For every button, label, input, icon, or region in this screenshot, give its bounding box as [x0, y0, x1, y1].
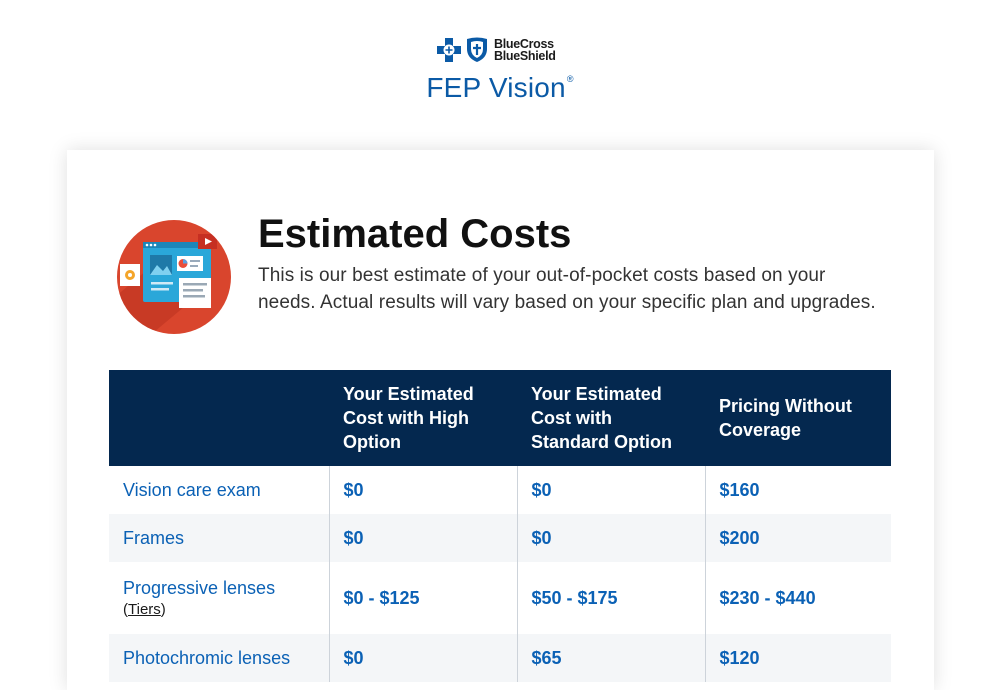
cost-without: $120 — [704, 634, 891, 682]
cost-description: This is our best estimate of your out-of… — [258, 265, 876, 313]
row-label: Frames — [109, 514, 329, 562]
cost-high: $0 — [328, 514, 517, 562]
cost-without: $160 — [704, 466, 891, 514]
blue-cross-icon — [436, 37, 462, 63]
tiers-link[interactable]: Tiers — [128, 601, 161, 618]
cost-high: $0 - $125 — [328, 562, 517, 634]
cost-high: $0 — [328, 634, 517, 682]
row-label: Progressive lenses — [123, 578, 276, 598]
table-row: Vision care exam $0 $0 $160 — [109, 466, 891, 514]
page-title: Estimated Costs — [258, 212, 572, 256]
row-label-cell: Progressive lenses (Tiers) — [109, 562, 329, 634]
bcbs-logo[interactable]: BlueCross BlueShield — [436, 36, 556, 64]
estimated-costs-card: Estimated Costs This is our best estimat… — [67, 150, 934, 690]
table-row: Progressive lenses (Tiers) $0 - $125 $50… — [109, 562, 891, 634]
table-header-row: Your Estimated Cost with High Option You… — [109, 370, 891, 466]
product-title: FEP Vision® — [0, 72, 1000, 104]
cost-standard: $65 — [516, 634, 705, 682]
brand-name: BlueCross BlueShield — [494, 37, 556, 63]
blue-shield-icon — [466, 37, 488, 63]
header-item — [109, 370, 329, 466]
cost-high: $0 — [328, 466, 517, 514]
row-label: Photochromic lenses — [109, 634, 329, 682]
site-header: BlueCross BlueShield FEP Vision® — [0, 0, 1000, 110]
tiers-close: ) — [160, 601, 166, 618]
cost-standard: $0 — [516, 466, 705, 514]
header-standard-option: Your Estimated Cost with Standard Option — [517, 370, 705, 466]
row-label: Vision care exam — [123, 479, 261, 500]
brand-line-1: BlueCross — [494, 37, 554, 51]
product-name: FEP Vision — [426, 72, 566, 103]
table-row: Frames $0 $0 $200 — [109, 514, 891, 562]
cost-without: $230 - $440 — [704, 562, 891, 634]
cost-standard: $0 — [516, 514, 705, 562]
header-without-coverage: Pricing Without Coverage — [705, 370, 891, 466]
table-row: Photochromic lenses $0 $65 $120 — [109, 634, 891, 682]
registered-mark: ® — [566, 74, 574, 84]
tiers-note: (Tiers) — [123, 601, 315, 618]
brand-line-2: BlueShield — [494, 49, 556, 63]
cost-without: $200 — [704, 514, 891, 562]
estimate-illustration — [117, 220, 231, 334]
tiers-open: ( — [123, 601, 128, 618]
cost-comparison-table: Your Estimated Cost with High Option You… — [109, 370, 891, 682]
header-high-option: Your Estimated Cost with High Option — [329, 370, 517, 466]
cost-standard: $50 - $175 — [516, 562, 705, 634]
